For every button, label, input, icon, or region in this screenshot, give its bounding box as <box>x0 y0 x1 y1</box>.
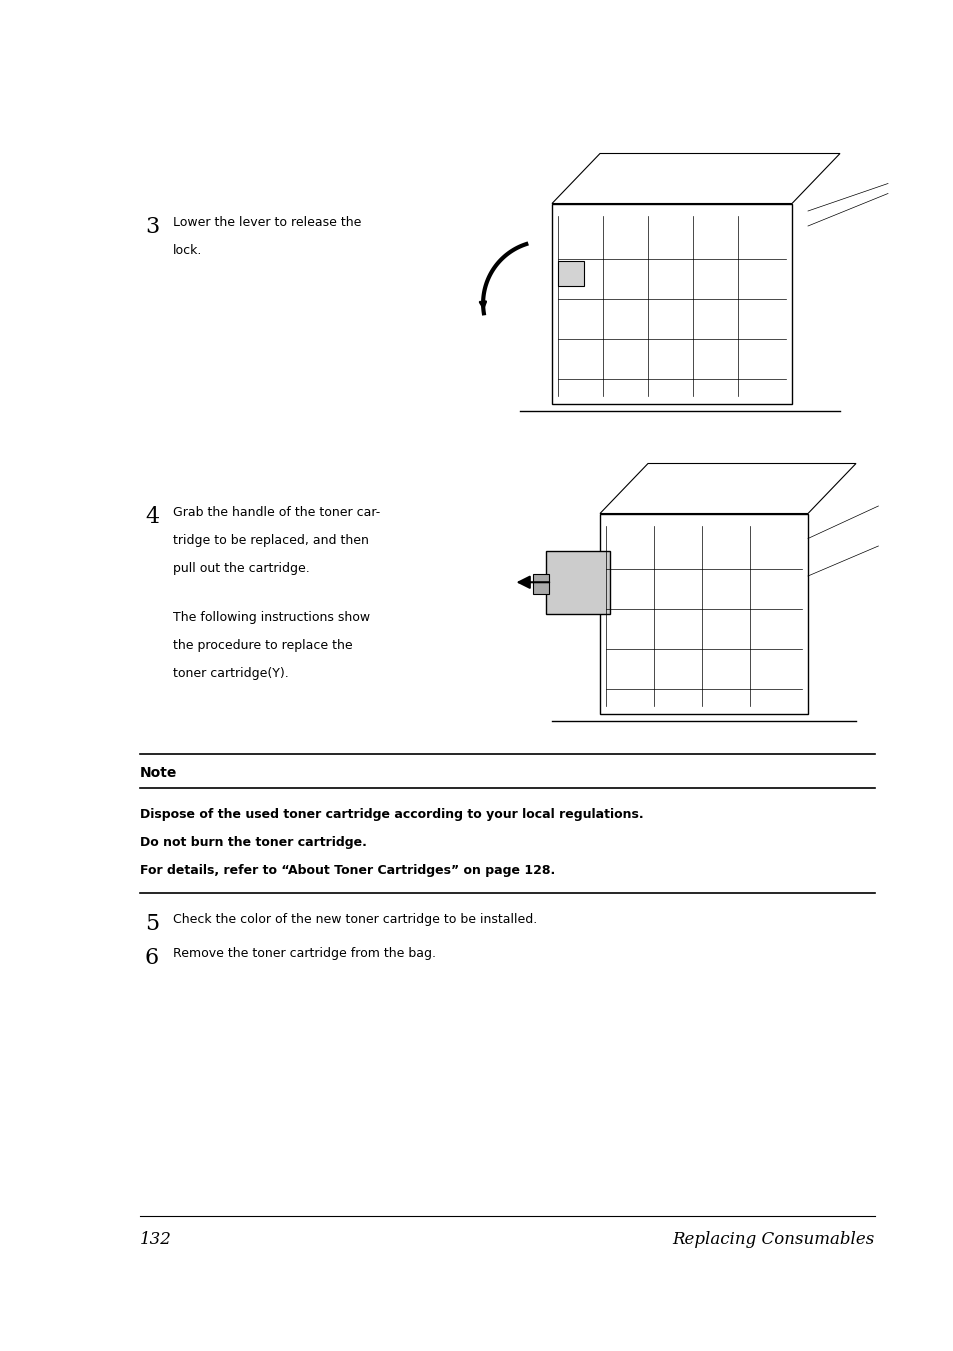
Polygon shape <box>599 463 855 513</box>
Text: tridge to be replaced, and then: tridge to be replaced, and then <box>172 534 369 547</box>
Text: Check the color of the new toner cartridge to be installed.: Check the color of the new toner cartrid… <box>172 913 537 925</box>
Text: Dispose of the used toner cartridge according to your local regulations.: Dispose of the used toner cartridge acco… <box>140 808 643 821</box>
Text: Grab the handle of the toner car-: Grab the handle of the toner car- <box>172 507 380 519</box>
FancyBboxPatch shape <box>552 204 791 404</box>
Text: 4: 4 <box>145 507 159 528</box>
Text: pull out the cartridge.: pull out the cartridge. <box>172 562 310 576</box>
Text: 132: 132 <box>140 1231 172 1248</box>
Text: For details, refer to “About Toner Cartridges” on page 128.: For details, refer to “About Toner Cartr… <box>140 865 555 877</box>
Text: The following instructions show: The following instructions show <box>172 611 370 624</box>
Bar <box>558 261 583 286</box>
Text: lock.: lock. <box>172 245 202 257</box>
FancyBboxPatch shape <box>545 551 609 613</box>
Bar <box>532 574 548 593</box>
Text: Do not burn the toner cartridge.: Do not burn the toner cartridge. <box>140 836 367 848</box>
Text: Lower the lever to release the: Lower the lever to release the <box>172 216 361 230</box>
FancyBboxPatch shape <box>599 513 807 713</box>
Text: Replacing Consumables: Replacing Consumables <box>672 1231 874 1248</box>
Polygon shape <box>552 154 840 204</box>
Text: Remove the toner cartridge from the bag.: Remove the toner cartridge from the bag. <box>172 947 436 961</box>
Text: 6: 6 <box>145 947 159 969</box>
Text: Note: Note <box>140 766 177 780</box>
Text: 5: 5 <box>145 913 159 935</box>
Text: the procedure to replace the: the procedure to replace the <box>172 639 353 653</box>
Text: 3: 3 <box>145 216 159 238</box>
Text: toner cartridge(Y).: toner cartridge(Y). <box>172 667 289 680</box>
